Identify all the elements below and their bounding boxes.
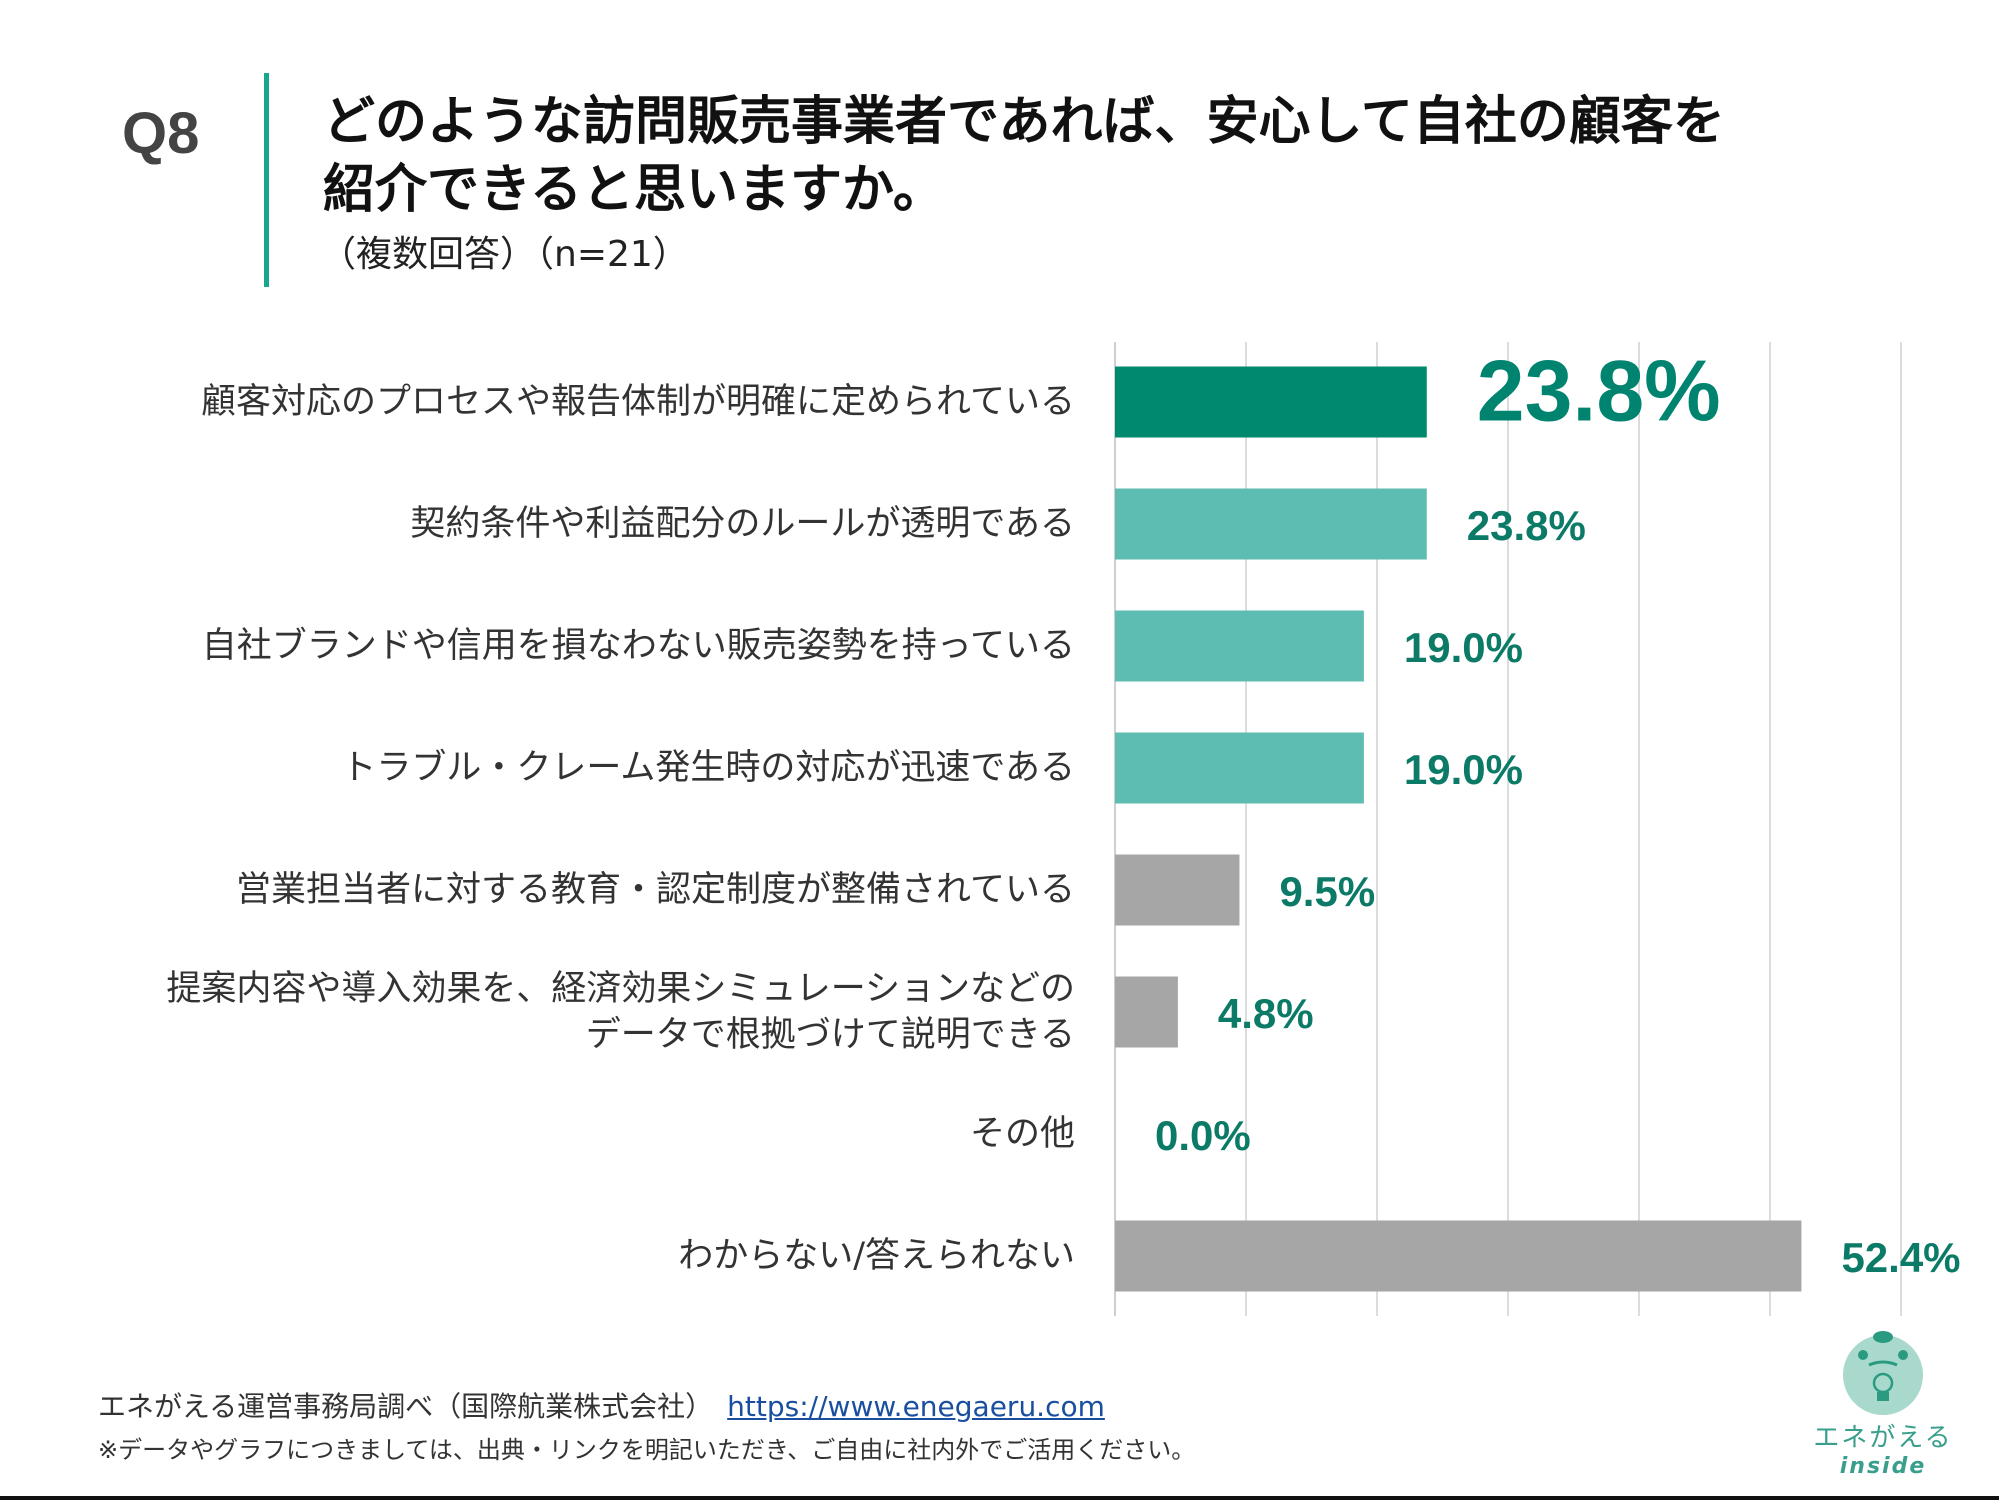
frog-bulb-logo-icon (1843, 1331, 1923, 1415)
category-label: その他 (969, 1114, 1075, 1154)
bar (1115, 488, 1427, 560)
data-label: 19.0% (1403, 624, 1523, 671)
category-label: 顧客対応のプロセスや報告体制が明確に定められている (201, 382, 1075, 422)
category-label: 自社ブランドや信用を損なわない販売姿勢を持っている (201, 626, 1075, 666)
data-label: 23.8% (1466, 502, 1586, 549)
data-label: 4.8% (1217, 990, 1314, 1037)
usage-note: ※データやグラフにつきましては、出典・リンクを明記いただき、ご自由に社内外でご活… (98, 1436, 1196, 1464)
data-label: 0.0% (1155, 1112, 1251, 1159)
bar (1115, 732, 1364, 804)
bar (1115, 1220, 1802, 1292)
subtitle: （複数回答）（n=21） (320, 234, 689, 275)
bar (1115, 976, 1178, 1048)
logo: エネがえる inside (1808, 1325, 1958, 1479)
source-link[interactable]: https://www.enegaeru.com (727, 1390, 1105, 1423)
bar (1115, 854, 1240, 926)
data-label: 19.0% (1403, 746, 1523, 793)
category-label: わからない/答えられない (678, 1236, 1075, 1276)
bar (1115, 610, 1364, 682)
source-text: エネがえる運営事務局調べ（国際航業株式会社） (98, 1390, 714, 1423)
title-line-1: どのような訪問販売事業者であれば、安心して自社の顧客を (323, 92, 1725, 152)
page-title: どのような訪問販売事業者であれば、安心して自社の顧客を 紹介できると思いますか。 (323, 88, 1923, 224)
data-label: 9.5% (1279, 868, 1376, 915)
category-label: トラブル・クレーム発生時の対応が迅速である (341, 748, 1075, 788)
logo-subtext: inside (1839, 1454, 1927, 1479)
data-label: 23.8% (1476, 343, 1721, 440)
category-label: 契約条件や利益配分のルールが透明である (410, 504, 1075, 544)
category-label: 提案内容や導入効果を、経済効果シミュレーションなどの データで根拠づけて説明でき… (166, 969, 1075, 1055)
title-line-2: 紹介できると思いますか。 (323, 160, 945, 220)
bottom-divider (0, 1496, 1999, 1500)
question-number: Q8 (122, 101, 200, 166)
title-accent-bar (264, 73, 269, 287)
source-line: エネがえる運営事務局調べ（国際航業株式会社） https://www.enegae… (98, 1385, 1105, 1425)
bar (1115, 366, 1427, 438)
category-label: 営業担当者に対する教育・認定制度が整備されている (236, 870, 1075, 910)
data-label: 52.4% (1841, 1234, 1961, 1281)
logo-text: エネがえる (1813, 1423, 1953, 1453)
